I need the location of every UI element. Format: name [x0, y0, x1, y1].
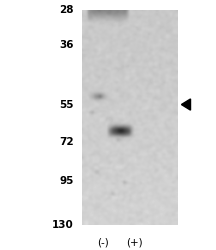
Polygon shape	[181, 99, 191, 110]
Text: 130: 130	[52, 220, 73, 230]
Text: 36: 36	[59, 40, 73, 50]
Text: (-): (-)	[97, 238, 109, 248]
Text: 95: 95	[59, 176, 73, 186]
Text: (+): (+)	[126, 238, 143, 248]
Text: 55: 55	[59, 100, 73, 110]
Text: 72: 72	[59, 137, 73, 147]
Text: 28: 28	[59, 5, 73, 15]
